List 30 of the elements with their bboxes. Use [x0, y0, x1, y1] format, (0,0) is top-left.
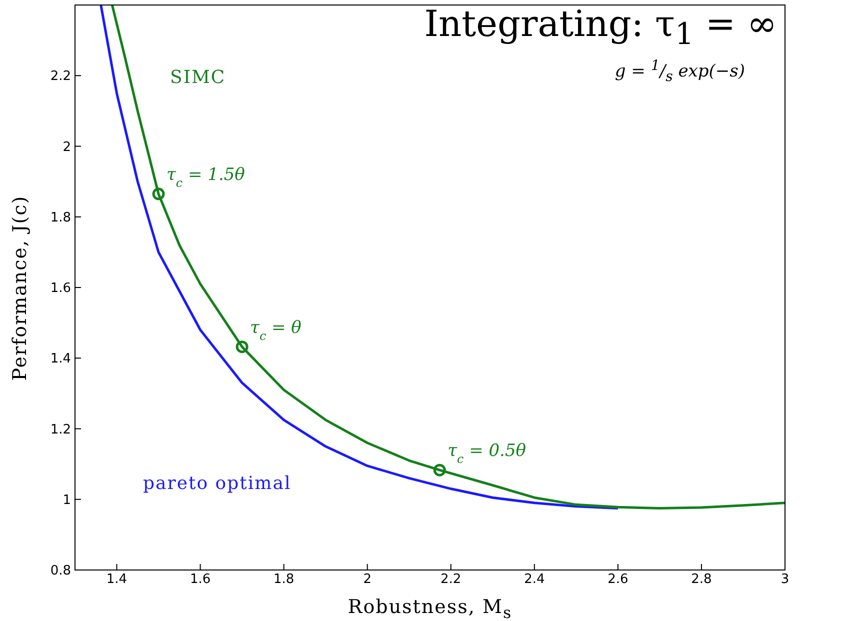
point [236, 340, 248, 354]
y-tick-label: 0.8 [50, 564, 71, 579]
y-tick-label: 1.2 [50, 422, 71, 438]
x-tick-label: 3 [780, 572, 790, 588]
point [152, 188, 165, 200]
y-tick-label: 2.2 [50, 69, 71, 84]
x-tick-label: 1.6 [190, 572, 211, 588]
x-tick-label: 2.6 [608, 572, 628, 588]
y-tick-label: 1.8 [50, 210, 71, 226]
line-series [110, 5, 785, 510]
annotation: g = $^{1}$/$_{s}$ exp(−s) [614, 58, 745, 86]
x-tick-label: 2.2 [440, 572, 462, 588]
annotation: τ$_{c}$ = 1.5θ [166, 164, 245, 190]
y-tick-label: 1.4 [50, 352, 71, 367]
chart-title: Integrating: τ$_{1}$ = ∞ [424, 4, 777, 52]
y-tick-label: 1 [62, 492, 71, 508]
text: pareto optimal [143, 473, 292, 494]
x-tick-label: 1.8 [273, 572, 294, 588]
text: SIMC [170, 67, 226, 88]
x-tick-label: 2 [363, 572, 372, 588]
y-axis-title: Performance, J(c) [9, 194, 31, 380]
y-tick-label: 2 [62, 140, 71, 155]
annotation: τ$_{c}$ = θ [250, 318, 302, 343]
x-tick-label: 2.8 [691, 572, 712, 588]
point [433, 464, 446, 476]
annotation: τ$_{c}$ = 0.5θ [448, 441, 526, 466]
x-tick-label: 1.4 [106, 572, 128, 588]
x-tick-label: 2.4 [524, 572, 545, 588]
y-tick-label: 1.6 [50, 281, 71, 296]
x-axis-title: Robustness, M$_{s}$ [346, 596, 514, 621]
